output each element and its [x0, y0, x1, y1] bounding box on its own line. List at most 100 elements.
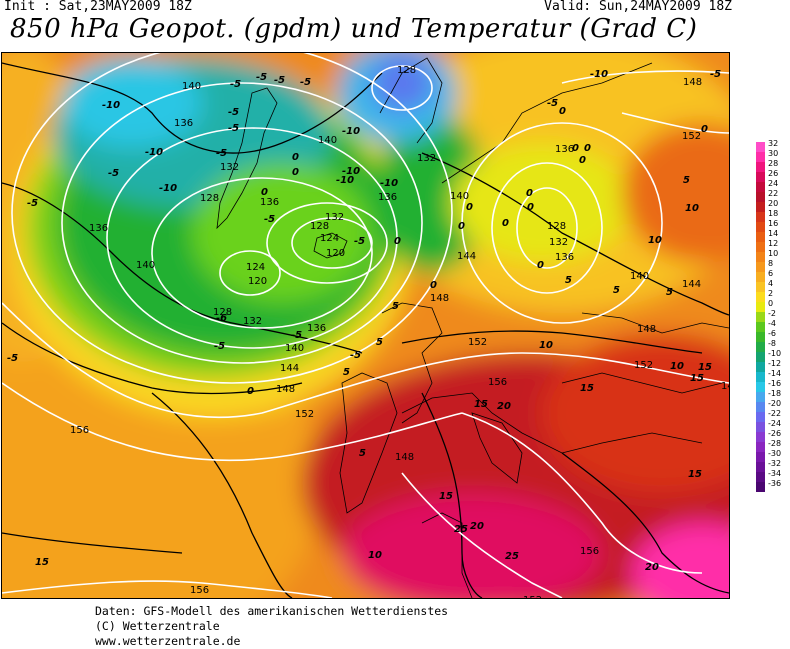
- geopotential-label: 148: [683, 77, 702, 88]
- geopotential-label: 132: [325, 212, 344, 223]
- temperature-label: 0: [292, 167, 299, 178]
- temperature-label: 0: [292, 152, 299, 163]
- temperature-label: 10: [539, 340, 553, 351]
- legend-swatch: [756, 432, 765, 442]
- legend-swatch: [756, 342, 765, 352]
- legend-swatch: [756, 382, 765, 392]
- geopotential-label: 148: [637, 324, 656, 335]
- temperature-label: -10: [145, 147, 163, 158]
- legend-swatch: [756, 172, 765, 182]
- legend-value: 16: [768, 219, 778, 228]
- legend-swatch: [756, 142, 765, 152]
- geopotential-label: 140: [285, 343, 304, 354]
- geopotential-label: 136: [555, 144, 574, 155]
- legend-swatch: [756, 372, 765, 382]
- legend-swatch: [756, 242, 765, 252]
- temperature-label: -10: [336, 175, 354, 186]
- legend-value: 20: [768, 199, 778, 208]
- temperature-label: -5: [710, 69, 721, 80]
- temperature-label: 20: [470, 521, 484, 532]
- temperature-label: -5: [350, 350, 361, 361]
- legend-value: 22: [768, 189, 778, 198]
- temperature-label: 15: [474, 399, 488, 410]
- temperature-label: 0: [572, 143, 579, 154]
- temperature-label: -5: [354, 236, 365, 247]
- legend-value: -34: [768, 469, 781, 478]
- temperature-label: 5: [613, 285, 620, 296]
- legend-value: -10: [768, 349, 781, 358]
- temperature-label: 15: [688, 469, 702, 480]
- temperature-label: 5: [392, 301, 399, 312]
- legend-swatch: [756, 272, 765, 282]
- temperature-label: 0: [458, 221, 465, 232]
- temperature-label: 5: [666, 287, 673, 298]
- temperature-label: -5: [7, 353, 18, 364]
- legend-value: 18: [768, 209, 778, 218]
- temperature-label: 15: [580, 383, 594, 394]
- weather-map: 140 136 132 128 136 140 128 132 136 140 132 128 124 1…: [1, 52, 730, 599]
- temperature-label: 0: [247, 386, 254, 397]
- temperature-label: -10: [590, 69, 608, 80]
- legend-value: -28: [768, 439, 781, 448]
- init-time: Init : Sat,23MAY2009 18Z: [4, 0, 192, 14]
- temperature-label: 10: [670, 361, 684, 372]
- temperature-label: 5: [683, 175, 690, 186]
- temperature-label: -5: [228, 107, 239, 118]
- temperature-label: 0: [526, 188, 533, 199]
- geopotential-label: 132: [417, 153, 436, 164]
- geopotential-label: 156: [580, 546, 599, 557]
- legend-value: 6: [768, 269, 773, 278]
- temperature-label: -10: [342, 166, 360, 177]
- geopotential-label: 152: [468, 337, 487, 348]
- legend-value: -36: [768, 479, 781, 488]
- temperature-label: 5: [565, 275, 572, 286]
- geopotential-label: 124: [320, 233, 339, 244]
- geopotential-label: 136: [378, 192, 397, 203]
- legend-value: -14: [768, 369, 781, 378]
- legend-value: -6: [768, 329, 776, 338]
- legend-value: -24: [768, 419, 781, 428]
- temperature-label: 5: [343, 367, 350, 378]
- legend-value: -8: [768, 339, 776, 348]
- geopotential-label: 148: [395, 452, 414, 463]
- legend-swatch: [756, 162, 765, 172]
- geopotential-label: 152: [523, 595, 542, 598]
- geopotential-label: 144: [457, 251, 476, 262]
- temperature-label: -5: [264, 214, 275, 225]
- temperature-label: 0: [394, 236, 401, 247]
- credit-data-source: Daten: GFS-Modell des amerikanischen Wet…: [95, 604, 449, 618]
- credit-website: www.wetterzentrale.de: [95, 634, 241, 648]
- temperature-label: 0: [466, 202, 473, 213]
- temperature-label: 5: [376, 337, 383, 348]
- legend-value: 12: [768, 239, 778, 248]
- legend-value: -16: [768, 379, 781, 388]
- coastlines: [216, 57, 729, 598]
- geopotential-label: 148: [721, 381, 729, 392]
- temperature-label: 0: [537, 260, 544, 271]
- temperature-label: 5: [359, 448, 366, 459]
- legend-value: -2: [768, 309, 776, 318]
- temperature-label: 15: [690, 373, 704, 384]
- geopotential-label: 152: [634, 360, 653, 371]
- legend-value: 24: [768, 179, 778, 188]
- geopotential-contours: [2, 53, 729, 598]
- geopotential-label: 152: [682, 131, 701, 142]
- geopotential-label: 140: [182, 81, 201, 92]
- temperature-label: 0: [579, 155, 586, 166]
- geopotential-label: 136: [174, 118, 193, 129]
- legend-swatch: [756, 322, 765, 332]
- legend-swatch: [756, 482, 765, 492]
- legend-value: 28: [768, 159, 778, 168]
- temperature-label: -5: [547, 98, 558, 109]
- geopotential-label: 120: [326, 248, 345, 259]
- temperature-label: 15: [35, 557, 49, 568]
- legend-swatch: [756, 422, 765, 432]
- temperature-label: 20: [497, 401, 511, 412]
- geopotential-label: 156: [190, 585, 209, 596]
- credit-copyright: (C) Wetterzentrale: [95, 619, 220, 633]
- legend-value: -12: [768, 359, 781, 368]
- legend-swatch: [756, 352, 765, 362]
- legend-value: -20: [768, 399, 781, 408]
- temperature-label: -10: [159, 183, 177, 194]
- temperature-label: -5: [108, 168, 119, 179]
